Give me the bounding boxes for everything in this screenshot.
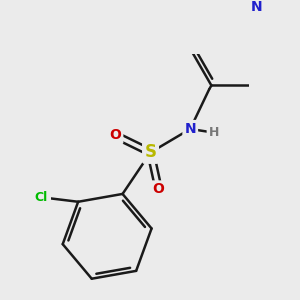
Text: Cl: Cl bbox=[34, 191, 48, 204]
Text: S: S bbox=[145, 143, 157, 161]
Text: O: O bbox=[153, 182, 165, 197]
Text: N: N bbox=[251, 0, 262, 14]
Text: H: H bbox=[208, 126, 219, 139]
Text: N: N bbox=[184, 122, 196, 136]
Text: O: O bbox=[110, 128, 121, 142]
